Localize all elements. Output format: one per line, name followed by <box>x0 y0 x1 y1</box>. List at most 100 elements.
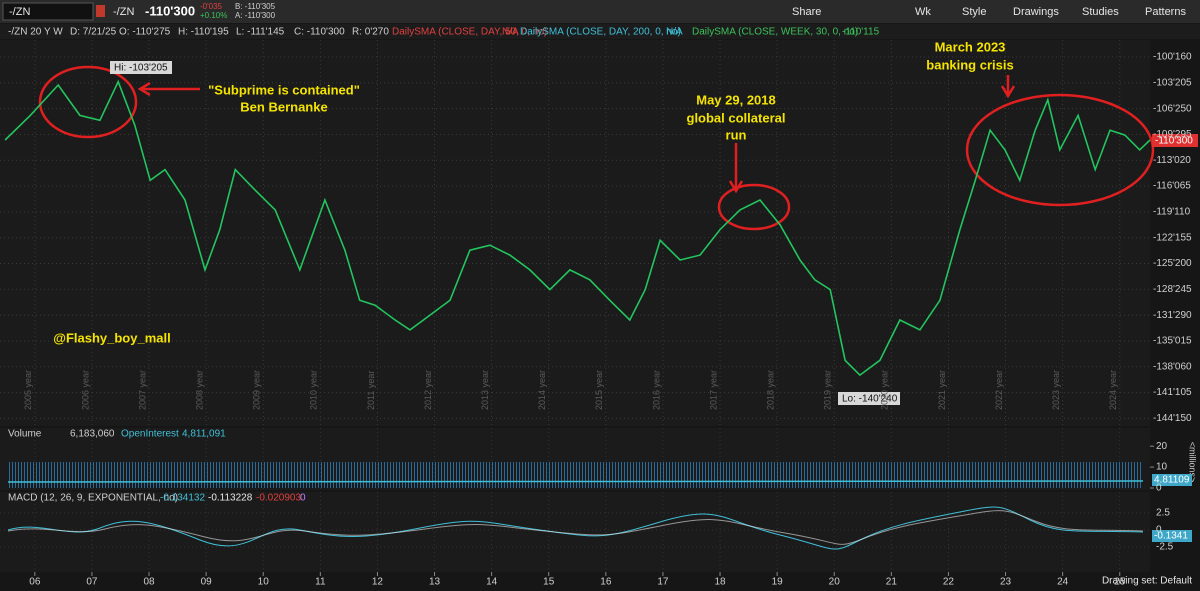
y-tick-label: -131'290 <box>1153 310 1192 321</box>
annotation: banking crisis <box>926 57 1013 72</box>
x-tick-label: 06 <box>29 577 41 588</box>
ellipse <box>38 65 138 139</box>
symbol: -/ZN <box>113 6 134 18</box>
style-button[interactable]: Style <box>962 6 986 18</box>
x-tick-label: 24 <box>1057 577 1069 588</box>
y-tick-label: -122'155 <box>1153 232 1192 243</box>
info-bar <box>0 24 1200 39</box>
x-tick-label: 18 <box>714 577 726 588</box>
drawings-button[interactable]: Drawings <box>1013 6 1059 18</box>
arrow <box>137 81 200 97</box>
x-tick-label: 10 <box>258 577 270 588</box>
year-label: 2024 year <box>1108 370 1118 410</box>
share-button[interactable]: Share <box>792 6 821 18</box>
volume-label: Volume <box>8 429 42 440</box>
x-tick-label: 23 <box>1000 577 1012 588</box>
change-pct: +0.10% <box>200 11 227 20</box>
y-tick-label: -2.5 <box>1156 542 1174 553</box>
y-tick-label: -119'110 <box>1153 207 1191 218</box>
volume-bars <box>8 462 1143 488</box>
year-label: 2016 year <box>651 370 661 410</box>
low-label: Lo: -140'240 <box>842 394 898 405</box>
year-label: 2021 year <box>937 370 947 410</box>
price-line <box>4 79 1151 377</box>
x-tick-label: 09 <box>201 577 213 588</box>
year-label: 2005 year <box>23 370 33 410</box>
symbol-input[interactable] <box>2 2 94 21</box>
info-symbol: -/ZN 20 Y W <box>8 27 63 38</box>
high-label: Hi: -103'205 <box>114 63 168 74</box>
macd-avg: -0.113228 <box>208 493 253 504</box>
annotation: global collateral <box>687 110 786 125</box>
year-label: 2023 year <box>1051 370 1061 410</box>
price-panel <box>0 40 1150 426</box>
year-label: 2013 year <box>480 370 490 410</box>
year-label: 2018 year <box>766 370 776 410</box>
patterns-button[interactable]: Patterns <box>1145 6 1186 18</box>
year-label: 2010 year <box>309 370 319 410</box>
arrow <box>1000 75 1016 99</box>
annotation: "Subprime is contained" <box>208 82 360 97</box>
year-label: 2009 year <box>252 370 262 410</box>
annotation: May 29, 2018 <box>696 92 776 107</box>
y-tick-label: 0 <box>1156 525 1162 536</box>
volume-value: 6,183,060 <box>70 429 115 440</box>
last-price: -110'300 <box>145 3 195 18</box>
macd-label: MACD (12, 26, 9, EXPONENTIAL, no) <box>8 493 178 504</box>
ellipse <box>965 93 1155 207</box>
alert-icon[interactable] <box>96 5 105 17</box>
year-label: 2011 year <box>366 371 376 410</box>
year-label: 2019 year <box>823 370 833 410</box>
ask: A: -110'300 <box>235 11 276 20</box>
y-tick-label: -141'105 <box>1153 387 1192 398</box>
macd-last-box <box>1152 530 1192 542</box>
toolbar <box>0 0 1200 23</box>
bid: B: -110'305 <box>235 2 276 11</box>
y-tick-label: -106'250 <box>1153 103 1192 114</box>
year-label: 2007 year <box>137 370 147 410</box>
change: -0'035 <box>200 2 223 11</box>
annotation: Ben Bernanke <box>240 99 327 114</box>
x-tick-label: 12 <box>372 577 384 588</box>
high-box <box>110 61 172 74</box>
info-low: L: -111'145 <box>236 27 285 38</box>
x-tick-label: 21 <box>886 577 898 588</box>
annotation: run <box>726 127 747 142</box>
year-label: 2015 year <box>594 370 604 410</box>
timeframe-button[interactable]: Wk <box>915 6 931 18</box>
oi-label: OpenInterest <box>121 429 179 440</box>
low-box <box>838 392 900 405</box>
oi-last: 4.81109 <box>1154 475 1190 486</box>
year-label: 2012 year <box>423 370 433 410</box>
study-label: DailySMA (CLOSE, DAY, 50, 0, no) <box>392 27 547 38</box>
y-tick-label: -116'065 <box>1153 181 1191 192</box>
studies-button[interactable]: Studies <box>1082 6 1119 18</box>
macd-zero: 0 <box>300 493 306 504</box>
year-label: 2014 year <box>537 370 547 410</box>
y-tick-label: -144'150 <box>1153 413 1192 424</box>
info-high: H: -110'195 <box>178 27 229 38</box>
year-label: 2006 year <box>80 370 90 410</box>
x-tick-label: 22 <box>943 577 955 588</box>
info-range: R: 0'270 <box>352 27 389 38</box>
study-value: N/A <box>502 27 519 38</box>
annotation-shapes <box>38 65 1155 231</box>
arrow <box>728 143 744 194</box>
y-tick-label: 0 <box>1156 483 1162 494</box>
y-tick-label: -103'205 <box>1153 77 1192 88</box>
drawing-set[interactable]: Drawing set: Default <box>1102 576 1192 587</box>
x-tick-label: 11 <box>315 577 326 588</box>
y-tick-label: -135'015 <box>1153 336 1192 347</box>
symbol-input-text[interactable]: -/ZN <box>9 6 30 18</box>
x-tick-label: 25 <box>1114 577 1126 588</box>
last-box <box>1152 134 1198 147</box>
x-tick-label: 17 <box>657 577 669 588</box>
info-open: O: -110'275 <box>119 27 171 38</box>
oi-value: 4,811,091 <box>182 429 226 440</box>
open-interest-line <box>7 480 1144 483</box>
ellipse <box>717 183 791 231</box>
info-date: D: 7/21/25 <box>70 27 117 38</box>
x-tick-label: 13 <box>429 577 441 588</box>
